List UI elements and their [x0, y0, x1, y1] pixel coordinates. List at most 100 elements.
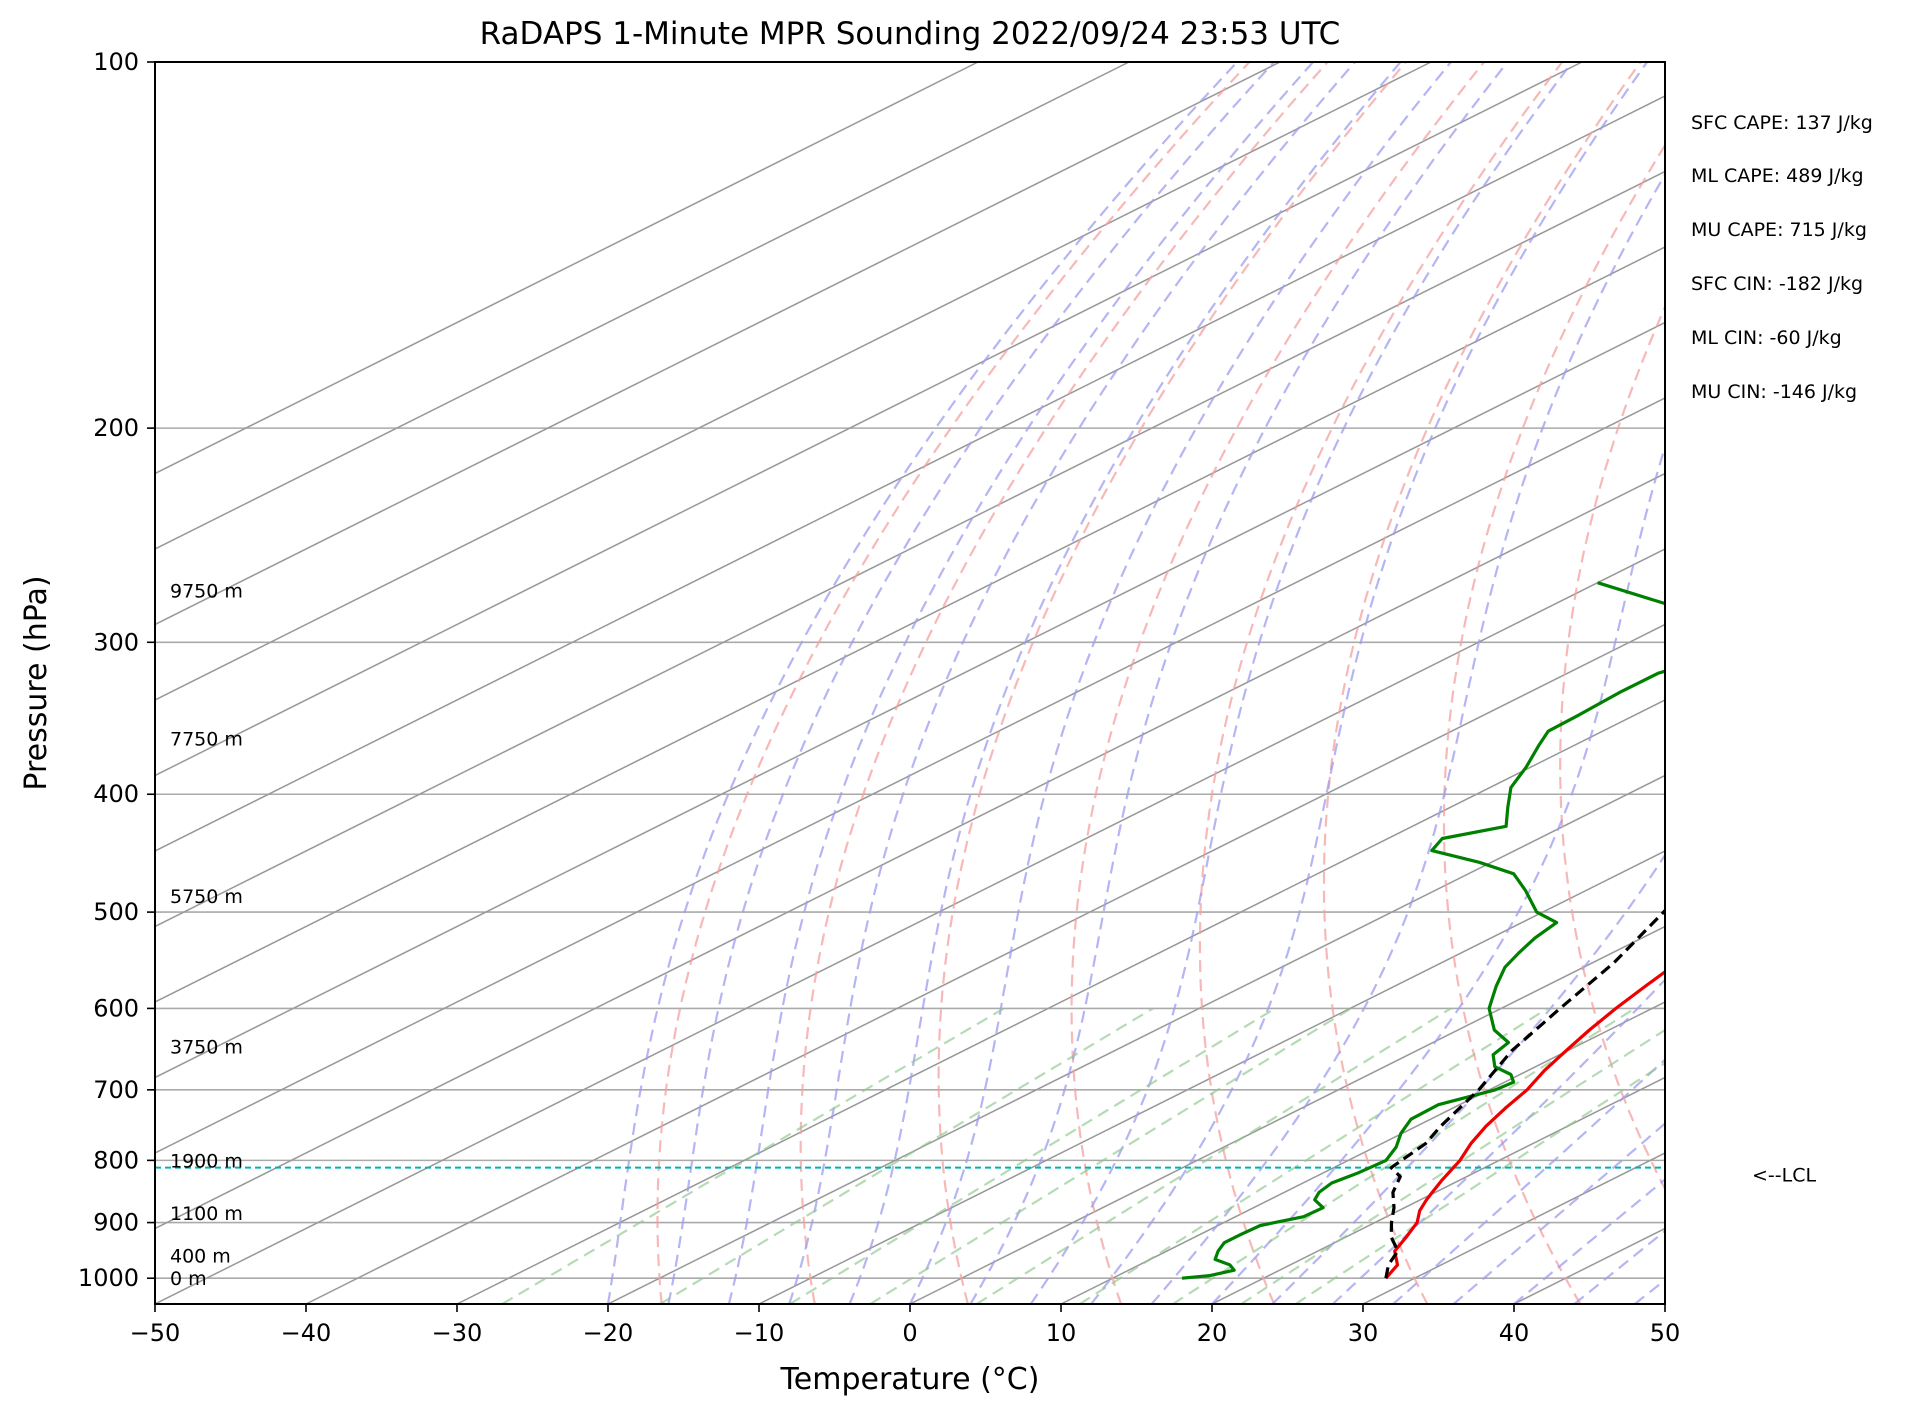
dry-adiabat-line [1442, 143, 1665, 1304]
x-tick-label: 50 [1650, 1319, 1681, 1347]
isotherm-line [1211, 1076, 1665, 1304]
temperature-profile-line [1384, 969, 1665, 1280]
height-labels: 9750 m 7750 m 5750 m 3750 m 1900 m 1100 m 400 … [170, 581, 243, 1291]
height-label: 1100 m [170, 1203, 243, 1225]
moist-adiabat-line [1150, 172, 1665, 1304]
height-label: 0 m [170, 1268, 207, 1290]
stat-sfc-cape: SFC CAPE: 137 J/kg [1691, 112, 1873, 134]
moist-adiabat-line [1392, 1058, 1665, 1304]
x-tick-label: −20 [583, 1319, 634, 1347]
moist-adiabat-line [1271, 853, 1665, 1304]
x-tick-label: −40 [281, 1319, 332, 1347]
moist-adiabat-line [969, 62, 1509, 1304]
lcl-label: <--LCL [1752, 1165, 1816, 1187]
dry-adiabat-line [1198, 62, 1564, 1304]
dry-adiabat-line [937, 62, 1407, 1304]
isotherm-line [607, 774, 1665, 1304]
y-tick-label: 100 [93, 48, 139, 76]
x-tick-label: −10 [734, 1319, 785, 1347]
dry-adiabat-line [656, 62, 1251, 1304]
isotherm-line [1664, 1303, 1665, 1304]
mixing-ratio-line [659, 1007, 1154, 1304]
height-label: 1900 m [170, 1150, 243, 1172]
dry-adiabat-line [1673, 62, 1887, 1304]
moist-adiabat-line [788, 62, 1356, 1304]
isotherm-line [1513, 1227, 1665, 1304]
x-tick-label: −30 [432, 1319, 483, 1347]
moist-adiabat-line [1211, 443, 1665, 1304]
height-label: 7750 m [170, 729, 243, 751]
chart-title: RaDAPS 1-Minute MPR Sounding 2022/09/24 … [480, 16, 1341, 52]
moist-adiabat-line [1634, 1278, 1665, 1304]
moist-adiabat-line [909, 62, 1452, 1304]
isotherm-line [1816, 62, 1911, 1304]
height-label: 400 m [170, 1246, 231, 1268]
isotherm-line [1060, 1001, 1665, 1304]
isotherm-line [305, 623, 1665, 1304]
dry-adiabat-line [1559, 304, 1665, 1192]
moist-adiabat-line [606, 62, 1238, 1304]
height-label: 5750 m [170, 886, 243, 908]
isotherm-line [155, 62, 1281, 626]
moist-adiabat-line [1090, 62, 1648, 1304]
y-tick-label: 500 [93, 898, 139, 926]
moist-adiabat-line [1513, 1178, 1665, 1304]
mixing-ratio-line [1172, 1007, 1636, 1304]
mixing-ratio-line [976, 1007, 1452, 1304]
x-tick-label: 20 [1197, 1319, 1228, 1347]
mixing-ratio-line [789, 1007, 1276, 1304]
height-label: 3750 m [170, 1037, 243, 1059]
dry-adiabat-line [1322, 62, 1642, 1304]
moist-adiabat-line [1452, 1122, 1665, 1304]
isotherm-line [155, 246, 1665, 1003]
stat-sfc-cin: SFC CIN: -182 J/kg [1691, 273, 1863, 295]
mixing-ratio-line [1079, 1007, 1549, 1304]
dry-adiabat-line [1782, 62, 1911, 1304]
y-tick-label: 600 [93, 994, 139, 1022]
moist-adiabat-line [1029, 62, 1573, 1304]
height-label: 9750 m [170, 581, 243, 603]
y-axis-label: Pressure (hPa) [19, 575, 54, 790]
isotherm-line [155, 321, 1665, 1079]
x-tick-label: 40 [1499, 1319, 1530, 1347]
y-tick-label: 200 [93, 414, 139, 442]
isotherm-line [155, 62, 1130, 550]
moist-adiabat-line [848, 62, 1402, 1304]
isotherm-line [155, 548, 1665, 1304]
dry-adiabat-line [1070, 62, 1485, 1304]
mixing-ratio-line [1240, 1028, 1665, 1304]
stat-ml-cape: ML CAPE: 489 J/kg [1691, 165, 1864, 187]
dewpoint-profile-line [1181, 581, 1665, 1280]
y-tick-label: 900 [93, 1209, 139, 1237]
x-tick-label: −50 [130, 1319, 181, 1347]
background-grid [155, 62, 1911, 1304]
y-tick-label: 1000 [78, 1264, 139, 1292]
axis-ticks: −50 −40 −30 −20 −10 0 10 20 30 40 50 100 200 300 400 50… [78, 48, 1680, 1347]
moist-adiabat-line [1332, 978, 1665, 1304]
x-axis-label: Temperature (°C) [780, 1362, 1040, 1397]
isotherm-line [155, 62, 1432, 701]
isotherm-line [155, 397, 1665, 1154]
mixing-ratio-line [869, 1007, 1352, 1304]
y-tick-label: 400 [93, 780, 139, 808]
y-tick-label: 300 [93, 628, 139, 656]
parcel-path-line [1384, 908, 1665, 1279]
x-tick-label: 0 [902, 1319, 917, 1347]
dry-adiabat-line [1889, 62, 1911, 1304]
moist-adiabat-line [1573, 1229, 1665, 1304]
isotherm-line [155, 62, 979, 475]
dry-adiabat-line [799, 62, 1329, 1304]
stat-mu-cin: MU CIN: -146 J/kg [1691, 381, 1857, 403]
x-tick-label: 30 [1348, 1319, 1379, 1347]
x-tick-label: 10 [1046, 1319, 1077, 1347]
stat-ml-cin: ML CIN: -60 J/kg [1691, 327, 1842, 349]
y-tick-label: 700 [93, 1076, 139, 1104]
isotherm-line [155, 95, 1665, 852]
mixing-ratio-line [1295, 1061, 1665, 1304]
plot-frame [154, 61, 1666, 1305]
moist-adiabat-line [727, 62, 1314, 1304]
isotherm-line [155, 170, 1665, 928]
moist-adiabat-line [667, 62, 1275, 1304]
isotherm-line [758, 850, 1665, 1304]
